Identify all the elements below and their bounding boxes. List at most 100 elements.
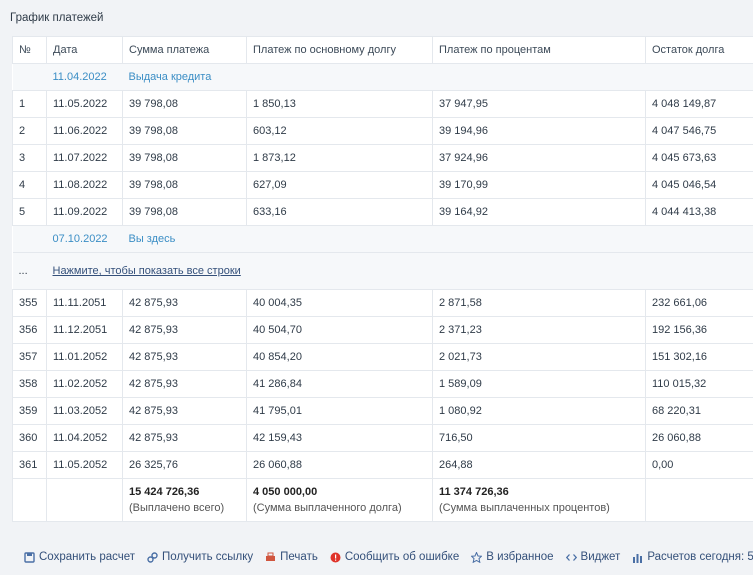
total-note: (Сумма выплаченных процентов) — [439, 502, 610, 514]
label-cell: Вы здесь — [122, 225, 753, 253]
footer-action[interactable]: Сообщить об ошибке — [330, 551, 459, 563]
label-cell: Выдача кредита — [122, 63, 753, 91]
cell: 603,12 — [246, 117, 433, 145]
footer-actions: Сохранить расчет Получить ссылку Печать Соо… — [24, 551, 753, 566]
footer-action[interactable]: Получить ссылку — [147, 551, 253, 563]
cell: 151 302,16 — [645, 343, 753, 371]
counter-text: Расчетов сегодня: 5587 — [647, 551, 753, 563]
footer-action[interactable]: Виджет — [565, 551, 621, 563]
action-icon — [330, 552, 341, 562]
cell: 37 947,95 — [432, 90, 646, 118]
total-value: 4 050 000,00 — [253, 486, 318, 498]
section-title: График платежей — [10, 12, 104, 24]
action-text[interactable]: Печать — [280, 551, 318, 563]
cell: 40 854,20 — [246, 343, 433, 371]
cell — [46, 478, 123, 522]
action-icon — [266, 552, 276, 561]
cell: 633,16 — [246, 198, 433, 226]
cell: 1 080,92 — [432, 397, 646, 425]
cell: 39 194,96 — [432, 117, 646, 145]
cell: 1 589,09 — [432, 370, 646, 398]
action-icon — [147, 551, 158, 563]
cell: 4 048 149,87 — [645, 90, 753, 118]
schedule-table: № Дата Сумма платежа Платеж по основному до… — [12, 36, 753, 522]
counter-icon — [633, 553, 643, 563]
column-header: Дата — [46, 36, 123, 64]
cell: 11.03.2052 — [46, 397, 123, 425]
cell: 11.05.2022 — [46, 90, 123, 118]
total-cell: 11 374 726,36 (Сумма выплаченных проценто… — [432, 478, 646, 522]
total-value: 15 424 726,36 — [129, 486, 200, 498]
payment-row: 5 11.09.2022 39 798,08 633,16 39 164,92 4 044… — [12, 198, 753, 226]
column-header: Сумма платежа — [122, 36, 247, 64]
cell: 359 — [12, 397, 47, 425]
highlight-row: 07.10.2022 Вы здесь — [12, 225, 753, 253]
action-text[interactable]: В избранное — [486, 551, 554, 563]
cell: 3 — [12, 144, 47, 172]
cell: 11.01.2052 — [46, 343, 123, 371]
cell: 11.12.2051 — [46, 316, 123, 344]
cell: 26 060,88 — [645, 424, 753, 452]
cell: 2 371,23 — [432, 316, 646, 344]
footer-action[interactable]: Сохранить расчет — [24, 551, 135, 563]
date-cell: 07.10.2022 — [46, 225, 123, 253]
cell: 39 164,92 — [432, 198, 646, 226]
total-note: (Сумма выплаченного долга) — [253, 502, 402, 514]
cell: 42 875,93 — [122, 316, 247, 344]
action-text[interactable]: Получить ссылку — [162, 551, 254, 563]
footer-action[interactable]: В избранное — [471, 551, 554, 563]
cell: 40 004,35 — [246, 289, 433, 317]
cell: 357 — [12, 343, 47, 371]
cell — [12, 63, 47, 91]
cell: 356 — [12, 316, 47, 344]
action-text[interactable]: Виджет — [580, 551, 621, 563]
column-header: Платеж по основному долгу — [246, 36, 433, 64]
cell: 42 875,93 — [122, 424, 247, 452]
cell: 39 798,08 — [122, 144, 247, 172]
cell: 264,88 — [432, 451, 646, 479]
counter: Расчетов сегодня: 5587 — [632, 551, 753, 563]
date-cell: 11.04.2022 — [46, 63, 123, 91]
cell: 39 798,08 — [122, 171, 247, 199]
payment-row: 359 11.03.2052 42 875,93 41 795,01 1 080,92 6… — [12, 397, 753, 425]
cell: 358 — [12, 370, 47, 398]
cell: 11.09.2022 — [46, 198, 123, 226]
cell: 42 875,93 — [122, 289, 247, 317]
action-text[interactable]: Сохранить расчет — [39, 551, 136, 563]
cell — [645, 478, 753, 522]
cell: 361 — [12, 451, 47, 479]
ellipsis: ... — [12, 252, 47, 290]
cell: 2 871,58 — [432, 289, 646, 317]
cell: 39 798,08 — [122, 117, 247, 145]
cell: 11.07.2022 — [46, 144, 123, 172]
header-row: № Дата Сумма платежа Платеж по основному до… — [12, 36, 753, 64]
payment-row: 4 11.08.2022 39 798,08 627,09 39 170,99 4 045… — [12, 171, 753, 199]
payment-row: 356 11.12.2051 42 875,93 40 504,70 2 371,23 1… — [12, 316, 753, 344]
cell: 716,50 — [432, 424, 646, 452]
cell: 11.02.2052 — [46, 370, 123, 398]
payment-row: 358 11.02.2052 42 875,93 41 286,84 1 589,09 1… — [12, 370, 753, 398]
cell — [12, 225, 47, 253]
total-value: 11 374 726,36 — [439, 486, 509, 498]
cell: 4 045 046,54 — [645, 171, 753, 199]
cell: 11.04.2052 — [46, 424, 123, 452]
cell: 0,00 — [645, 451, 753, 479]
table-body: 11.04.2022 Выдача кредита 1 11.05.2022 39 79… — [12, 63, 753, 522]
action-text[interactable]: Сообщить об ошибке — [344, 551, 460, 563]
total-note: (Выплачено всего) — [129, 502, 225, 514]
cell: 40 504,70 — [246, 316, 433, 344]
payment-row: 2 11.06.2022 39 798,08 603,12 39 194,96 4 047… — [12, 117, 753, 145]
cell: 41 286,84 — [246, 370, 433, 398]
column-header: № — [12, 36, 47, 64]
cell: 41 795,01 — [246, 397, 433, 425]
cell: 2 021,73 — [432, 343, 646, 371]
link-cell: Нажмите, чтобы показать все строки — [46, 252, 753, 290]
show-all-link[interactable]: Нажмите, чтобы показать все строки — [52, 265, 241, 277]
cell: 4 — [12, 171, 47, 199]
footer-action[interactable]: Печать — [265, 551, 318, 563]
cell: 360 — [12, 424, 47, 452]
action-icon — [471, 551, 483, 563]
payment-row: 1 11.05.2022 39 798,08 1 850,13 37 947,95 4 0… — [12, 90, 753, 118]
cell: 4 044 413,38 — [645, 198, 753, 226]
